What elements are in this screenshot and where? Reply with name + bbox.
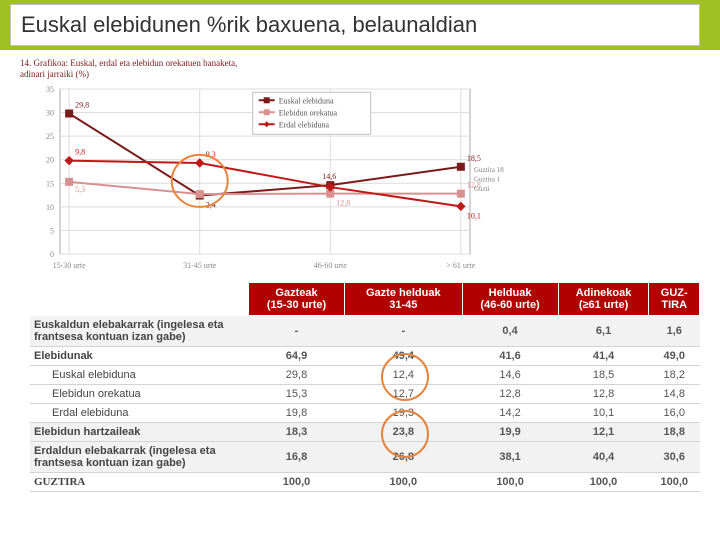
cell: 38,1 [462,441,558,472]
col-header: Helduak(46-60 urte) [462,283,558,316]
svg-text:Euskal elebiduna: Euskal elebiduna [279,96,334,105]
table-row: GUZTIRA100,0100,0100,0100,0100,0 [30,472,700,491]
svg-text:10: 10 [46,202,54,211]
row-label: GUZTIRA [30,472,249,491]
cell: 30,6 [649,441,700,472]
table-row: Euskaldun elebakarrak (ingelesa eta fran… [30,316,700,347]
cell: 18,3 [249,422,345,441]
col-header: Gazteak(15-30 urte) [249,283,345,316]
table-row: Erdaldun elebakarrak (ingelesa eta frant… [30,441,700,472]
col-header: Gazte helduak31-45 [345,283,463,316]
svg-text:> 61 urte: > 61 urte [446,261,475,270]
title-box: Euskal elebidunen %rik baxuena, belaunal… [10,4,700,46]
svg-text:35: 35 [46,85,54,94]
row-label: Elebidun orekatua [30,384,249,403]
cell: 41,6 [462,346,558,365]
cell: 12,7 [345,384,463,403]
row-label: Euskal elebiduna [30,365,249,384]
cell: 14,6 [462,365,558,384]
cell: 49,0 [649,346,700,365]
svg-text:20: 20 [46,155,54,164]
svg-text:Guztira 18: Guztira 18 [474,166,504,174]
cell: 26,8 [345,441,463,472]
svg-text:12,8: 12,8 [336,198,350,207]
rowhead-blank [30,283,249,316]
cell: 6,1 [558,316,649,347]
cell: 16,0 [649,403,700,422]
chart-container: 14. Grafikoa: Euskal, erdal eta elebidun… [20,58,540,280]
col-header: GUZ-TIRA [649,283,700,316]
cell: 1,6 [649,316,700,347]
cell: 12,8 [558,384,649,403]
svg-text:14,6: 14,6 [322,172,336,181]
table-row: Erdal elebiduna19,819,314,210,116,0 [30,403,700,422]
chart-title-line1: 14. Grafikoa: Euskal, erdal eta elebidun… [20,58,237,68]
page-title: Euskal elebidunen %rik baxuena, belaunal… [21,12,477,38]
svg-text:31-45 urte: 31-45 urte [183,261,217,270]
cell: 18,2 [649,365,700,384]
cell: 15,3 [249,384,345,403]
cell: 19,9 [462,422,558,441]
row-label: Elebidun hartzaileak [30,422,249,441]
cell: 12,1 [558,422,649,441]
cell: 100,0 [558,472,649,491]
svg-text:0: 0 [50,250,54,259]
row-label: Euskaldun elebakarrak (ingelesa eta fran… [30,316,249,347]
cell: - [249,316,345,347]
svg-text:5: 5 [50,226,54,235]
svg-text:10,1: 10,1 [467,211,481,220]
slide: Euskal elebidunen %rik baxuena, belaunal… [0,0,720,540]
cell: 10,1 [558,403,649,422]
svg-text:Erdal elebiduna: Erdal elebiduna [279,120,330,129]
cell: - [345,316,463,347]
cell: 0,4 [462,316,558,347]
cell: 12,8 [462,384,558,403]
cell: 19,3 [345,403,463,422]
chart-title-line2: adinari jarraiki (%) [20,69,89,79]
svg-text:46-60 urte: 46-60 urte [314,261,348,270]
cell: 100,0 [249,472,345,491]
cell: 14,8 [649,384,700,403]
svg-text:Elebidun orekatua: Elebidun orekatua [279,108,338,117]
cell: 100,0 [462,472,558,491]
cell: 23,8 [345,422,463,441]
data-table-container: Gazteak(15-30 urte)Gazte helduak31-45Hel… [30,282,700,492]
svg-text:5,3: 5,3 [75,184,85,193]
cell: 12,4 [345,365,463,384]
cell: 18,5 [558,365,649,384]
svg-text:Guzti: Guzti [474,185,490,193]
chart-title: 14. Grafikoa: Euskal, erdal eta elebidun… [20,58,540,81]
svg-text:Guztira 1: Guztira 1 [474,175,501,183]
cell: 19,8 [249,403,345,422]
data-table: Gazteak(15-30 urte)Gazte helduak31-45Hel… [30,282,700,492]
cell: 100,0 [649,472,700,491]
svg-text:29,8: 29,8 [75,100,89,109]
col-header: Adinekoak(≥61 urte) [558,283,649,316]
svg-text:15: 15 [46,179,54,188]
table-row: Elebidun orekatua15,312,712,812,814,8 [30,384,700,403]
table-row: Elebidunak64,949,441,641,449,0 [30,346,700,365]
cell: 100,0 [345,472,463,491]
cell: 40,4 [558,441,649,472]
cell: 14,2 [462,403,558,422]
cell: 16,8 [249,441,345,472]
cell: 41,4 [558,346,649,365]
row-label: Elebidunak [30,346,249,365]
svg-text:30: 30 [46,108,54,117]
cell: 18,8 [649,422,700,441]
line-chart: 0 5 10 15 20 25 30 35 15-30 urte 31-45 urte 46-60 … [20,81,540,276]
svg-text:25: 25 [46,132,54,141]
cell: 29,8 [249,365,345,384]
row-label: Erdaldun elebakarrak (ingelesa eta frant… [30,441,249,472]
svg-text:9,8: 9,8 [75,147,85,156]
cell: 49,4 [345,346,463,365]
row-label: Erdal elebiduna [30,403,249,422]
table-row: Elebidun hartzaileak18,323,819,912,118,8 [30,422,700,441]
svg-text:15-30 urte: 15-30 urte [53,261,87,270]
cell: 64,9 [249,346,345,365]
svg-text:18,5: 18,5 [467,153,481,162]
table-row: Euskal elebiduna29,812,414,618,518,2 [30,365,700,384]
